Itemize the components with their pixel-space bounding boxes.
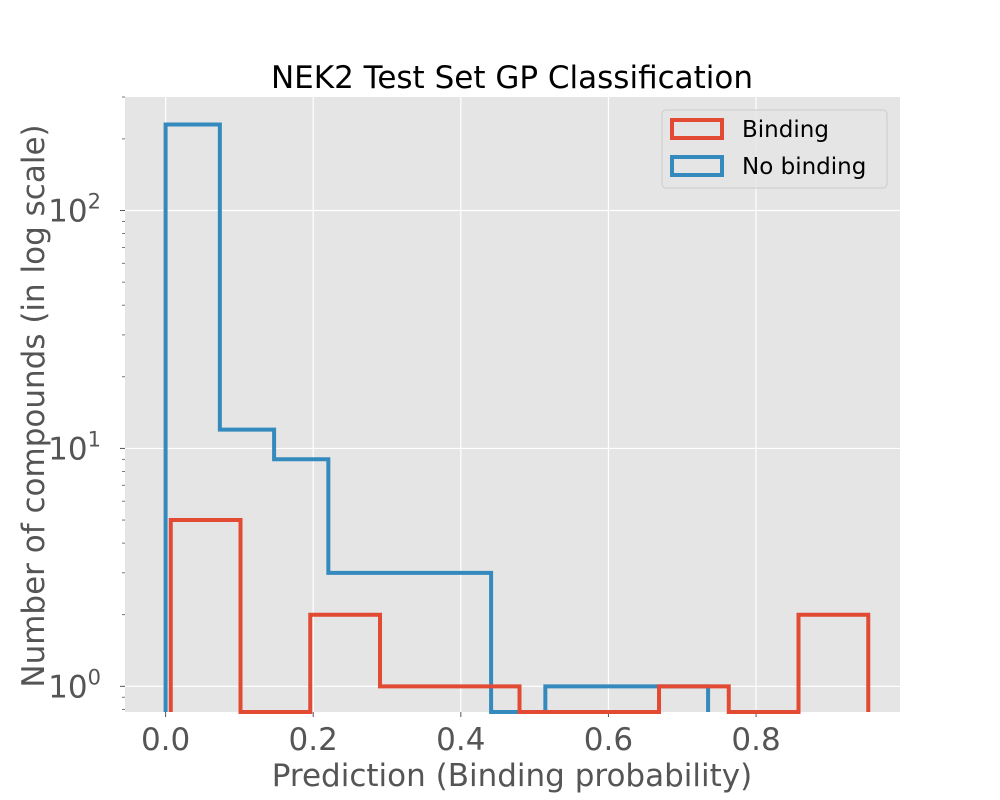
legend-label: No binding: [742, 154, 866, 180]
y-tick-exponent: 2: [88, 190, 101, 214]
histogram-binding: [168, 518, 871, 714]
x-tick-label: 0.4: [436, 722, 485, 758]
y-tick-base: 10: [48, 431, 87, 467]
x-tick-label: 0.6: [584, 722, 633, 758]
chart-title: NEK2 Test Set GP Classification: [271, 60, 753, 96]
y-axis-label: Number of compounds (in log scale): [16, 124, 52, 687]
histogram-no-binding: [163, 122, 711, 714]
x-tick-label: 0.2: [289, 722, 338, 758]
legend-box: [661, 109, 888, 189]
x-tick-label: 0.0: [141, 722, 190, 758]
x-tick-label: 0.8: [731, 722, 780, 758]
legend: Binding No binding: [661, 109, 888, 189]
y-tick-exponent: 0: [88, 665, 101, 689]
x-axis-label: Prediction (Binding probability): [272, 758, 752, 794]
y-tick-base: 10: [48, 194, 87, 230]
y-tick-label: 102: [48, 190, 101, 230]
y-tick-label: 101: [48, 427, 101, 467]
y-tick-exponent: 1: [88, 427, 101, 451]
plot-background: [125, 97, 900, 712]
legend-swatch: [670, 118, 724, 140]
legend-swatch: [670, 155, 724, 177]
legend-label: Binding: [742, 117, 829, 143]
y-tick-base: 10: [48, 669, 87, 705]
y-tick-label: 100: [48, 665, 101, 705]
